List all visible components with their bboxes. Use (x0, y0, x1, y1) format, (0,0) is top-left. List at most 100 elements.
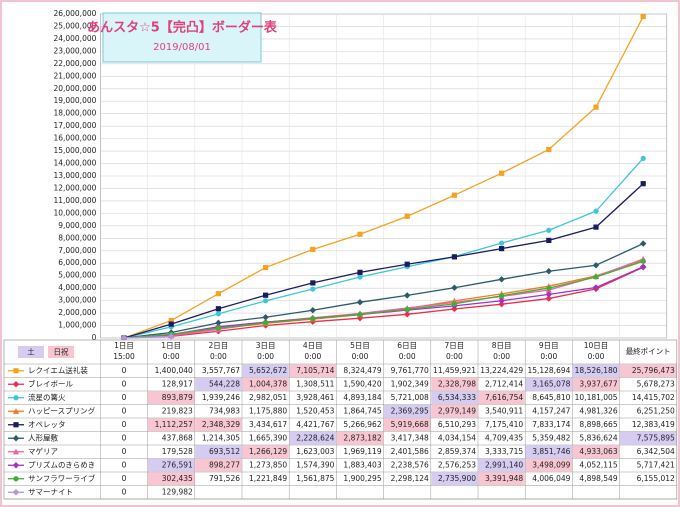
marker (404, 311, 411, 318)
y-tick-label: 18,000,000 (53, 109, 96, 118)
x-tick-label: 3日目 (256, 341, 276, 350)
series-line (123, 266, 644, 339)
marker (262, 314, 269, 321)
table-cell: 3,851,746 (532, 447, 570, 456)
table-cell: 276,591 (162, 460, 193, 469)
marker (215, 319, 222, 327)
marker (263, 264, 269, 271)
y-tick-label: 5,000,000 (58, 271, 96, 280)
table-cell: 1,266,129 (249, 447, 287, 456)
x-tick-label: 0:00 (163, 352, 180, 361)
table-cell: 7,175,410 (485, 420, 523, 429)
table-cell: 3,333,715 (485, 447, 523, 456)
marker (593, 224, 599, 230)
y-tick-label: 26,000,000 (53, 9, 96, 18)
marker (498, 276, 505, 283)
marker (546, 237, 552, 243)
table-cell: 3,557,767 (202, 366, 240, 375)
marker (168, 333, 175, 340)
cell-highlight (431, 377, 478, 391)
table-cell: 4,933,063 (579, 447, 617, 456)
table-cell: 1,308,511 (296, 379, 334, 388)
table-cell: 7,616,754 (485, 393, 523, 402)
cell-highlight (572, 364, 620, 378)
table-cell: 1,939,246 (202, 393, 240, 402)
table-cell: 3,540,911 (485, 406, 523, 415)
marker (592, 284, 600, 291)
marker (593, 104, 599, 110)
x-tick-label: 0:00 (588, 352, 605, 361)
marker (451, 254, 457, 260)
table-cell: 9,761,770 (391, 366, 429, 375)
legend-marker (13, 422, 19, 428)
y-tick-label: 8,000,000 (58, 233, 96, 242)
cell-highlight (289, 431, 336, 445)
legend-marker (12, 435, 20, 442)
table-cell: 2,982,051 (249, 393, 287, 402)
legend-label: 流星の篝火 (28, 392, 66, 402)
x-tick-label: 7日目 (445, 341, 465, 350)
x-tick-label: 6日目 (397, 341, 417, 350)
table-cell: 693,512 (209, 447, 240, 456)
cell-highlight (195, 377, 242, 391)
table-cell: 2,298,124 (391, 474, 429, 483)
legend-marker (12, 489, 20, 496)
marker (640, 181, 646, 187)
cell-highlight (336, 431, 384, 445)
table-cell: 1,400,040 (155, 366, 193, 375)
marker (545, 295, 552, 302)
table-cell: 0 (122, 379, 127, 388)
cell-highlight (431, 472, 478, 486)
cell-highlight (384, 404, 431, 418)
table-cell: 5,266,962 (343, 420, 381, 429)
table-cell: 1,004,378 (249, 379, 287, 388)
table-cell: 2,401,586 (391, 447, 429, 456)
x-tick-label: 5日目 (350, 341, 370, 350)
y-tick-label: 25,000,000 (53, 21, 96, 30)
cell-highlight (148, 458, 195, 472)
table-cell: 10,181,005 (575, 393, 618, 402)
marker (357, 269, 363, 275)
table-cell: 18,526,180 (575, 366, 618, 375)
table-cell: 5,836,624 (579, 433, 617, 442)
marker (263, 298, 269, 304)
marker (545, 291, 552, 298)
table-bg (3, 339, 678, 500)
day-legend-swatch (18, 346, 44, 358)
cell-highlight (148, 472, 195, 486)
cell-highlight (242, 364, 289, 378)
series-line (123, 157, 644, 339)
y-tick-label: 22,000,000 (53, 59, 96, 68)
cell-highlight (525, 377, 572, 391)
table-cell: 4,893,184 (343, 393, 381, 402)
series-line (123, 16, 644, 339)
table-cell: 5,359,482 (532, 433, 570, 442)
marker (451, 301, 457, 307)
table-cell: 2,873,182 (343, 433, 381, 442)
x-tick-label: 0:00 (304, 352, 321, 361)
y-tick-label: 0 (92, 333, 97, 342)
table-cell: 2,859,374 (438, 447, 476, 456)
legend-label: サマーナイト (28, 487, 73, 496)
x-tick-label: 0:00 (399, 352, 416, 361)
table-cell: 2,369,295 (391, 406, 429, 415)
cell-highlight (478, 458, 525, 472)
marker (640, 258, 646, 264)
table-cell: 0 (122, 474, 127, 483)
chart-title: あんスタ☆5【完凸】ボーダー表 (87, 20, 278, 36)
cell-highlight (195, 458, 242, 472)
cell-highlight (431, 391, 478, 405)
x-tick-label: 1日目 (114, 341, 134, 350)
y-tick-label: 20,000,000 (53, 84, 96, 93)
table-cell: 6,510,293 (438, 420, 476, 429)
table-cell: 5,717,421 (637, 460, 675, 469)
table-cell: 1,883,403 (343, 460, 381, 469)
data-table: 土 日祝 1日目 15:00 1日目 0:00 2日目 0:00 3日目 0:00 4日目 0:00 5… (3, 339, 678, 500)
cell-highlight (289, 364, 336, 378)
table-cell: 2,328,798 (438, 379, 476, 388)
y-tick-label: 4,000,000 (58, 283, 96, 292)
legend-label: オペレッタ (28, 420, 66, 429)
table-cell: 4,157,247 (532, 406, 570, 415)
table-cell: 1,590,420 (343, 379, 381, 388)
table-cell: 1,214,305 (202, 433, 240, 442)
